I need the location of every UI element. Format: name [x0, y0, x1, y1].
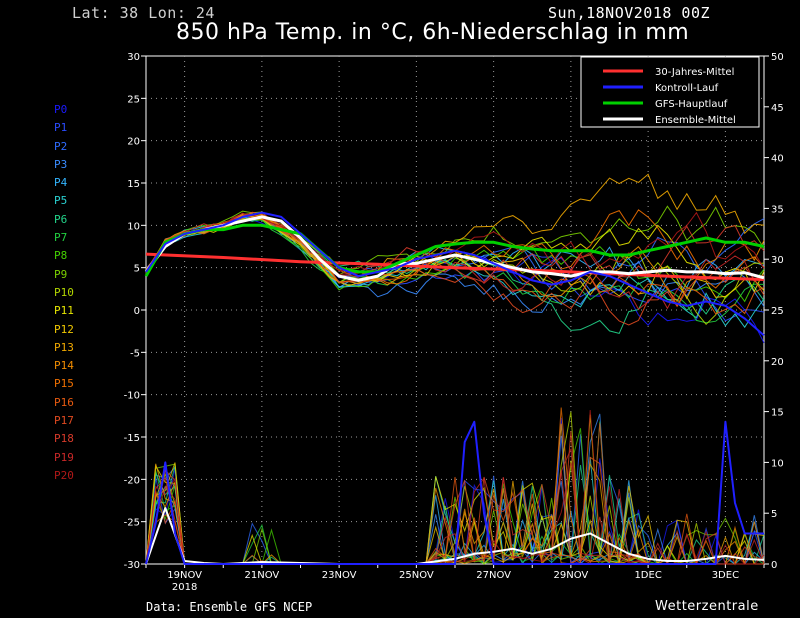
member-label: P17	[54, 414, 74, 428]
x-tick-label: 1DEC	[634, 570, 661, 581]
legend-box	[580, 56, 760, 128]
y-left-tick-label: -5	[130, 348, 140, 359]
y-right-tick-label: 5	[771, 509, 777, 520]
x-year-label: 2018	[172, 582, 197, 593]
x-tick-label: 23NOV	[322, 570, 357, 581]
member-temp-line	[145, 218, 765, 303]
site-brand: Wetterzentrale	[655, 599, 759, 614]
member-label: P14	[54, 359, 74, 373]
y-left-tick-label: 30	[127, 52, 140, 63]
x-tick-label: 21NOV	[245, 570, 280, 581]
data-source: Data: Ensemble GFS NCEP	[146, 600, 313, 614]
member-label: P8	[54, 249, 68, 263]
member-label: P4	[54, 176, 68, 190]
ensemble-mittel-series-line	[144, 215, 765, 282]
y-right-tick-label: 25	[771, 306, 784, 317]
y-right-tick-label: 15	[771, 408, 784, 419]
location-coordinates: Lat: 38 Lon: 24	[72, 4, 215, 22]
y-right-tick-label: 20	[771, 357, 784, 368]
kontroll-lauf-niederschlag-series-line	[145, 420, 764, 565]
member-precip-line	[145, 470, 764, 565]
member-label: P20	[54, 468, 74, 482]
member-temp-line	[145, 213, 765, 334]
member-label: P10	[54, 285, 74, 299]
y-right-tick-label: 50	[771, 52, 784, 63]
member-label: P15	[54, 377, 74, 391]
member-label: P12	[54, 322, 74, 336]
y-right-tick-label: 30	[771, 255, 784, 266]
30-jahres-mittel-series-line	[145, 252, 765, 281]
y-left-tick-label: 10	[127, 221, 140, 232]
member-label: P9	[54, 267, 68, 281]
x-tick-label: 29NOV	[554, 570, 589, 581]
legend-label: GFS-Hauptlauf	[655, 99, 728, 110]
member-temp-line	[145, 218, 765, 303]
member-label: P7	[54, 231, 68, 245]
y-left-tick-label: -10	[124, 391, 140, 402]
legend-label: Kontroll-Lauf	[655, 83, 719, 94]
y-right-tick-label: 35	[771, 204, 784, 215]
member-label: P3	[54, 157, 68, 171]
member-label: P5	[54, 194, 68, 208]
y-left-tick-label: -25	[124, 518, 140, 529]
x-tick-label: 3DEC	[712, 570, 739, 581]
legend-label: Ensemble-Mittel	[655, 115, 736, 126]
y-right-tick-label: 40	[771, 154, 784, 165]
member-temp-line	[145, 213, 765, 315]
y-left-tick-label: 0	[134, 306, 140, 317]
member-label: P2	[54, 139, 68, 153]
y-right-tick-label: 10	[771, 458, 784, 469]
y-right-tick-label: 0	[771, 560, 777, 571]
member-label: P16	[54, 395, 74, 409]
x-tick-label: 25NOV	[399, 570, 434, 581]
kontroll-lauf-series-line	[145, 211, 765, 337]
member-label: P13	[54, 340, 74, 354]
member-label: P11	[54, 304, 74, 318]
member-label: P1	[54, 121, 68, 135]
y-left-tick-label: -30	[124, 560, 140, 571]
member-temp-line	[145, 205, 765, 276]
member-label: P18	[54, 432, 74, 446]
run-date: Sun,18NOV2018 00Z	[548, 4, 711, 22]
member-label: P6	[54, 212, 68, 226]
member-precip-line	[145, 456, 764, 565]
legend-label: 30-Jahres-Mittel	[655, 67, 734, 78]
y-left-tick-label: 5	[134, 264, 140, 275]
x-tick-label: 27NOV	[476, 570, 511, 581]
gfs-hauptlauf-series-line	[144, 223, 765, 277]
ensemble-member-list: P0 P1 P2 P3 P4 P5 P6 P7 P8 P9 P10 P11 P12 P13 P14 P15 P1…	[54, 101, 94, 485]
y-left-tick-label: -20	[124, 475, 140, 486]
member-temp-line	[145, 218, 765, 344]
member-label: P19	[54, 450, 74, 464]
y-left-tick-label: 20	[127, 137, 140, 148]
y-right-tick-label: 45	[771, 103, 784, 114]
x-tick-label: 19NOV	[167, 570, 202, 581]
y-left-tick-label: 15	[127, 179, 140, 190]
member-label: P0	[54, 103, 68, 116]
y-left-tick-label: -15	[124, 433, 140, 444]
chart-title: 850 hPa Temp. in °C, 6h-Niederschlag in …	[176, 20, 690, 45]
y-left-tick-label: 25	[127, 94, 140, 105]
